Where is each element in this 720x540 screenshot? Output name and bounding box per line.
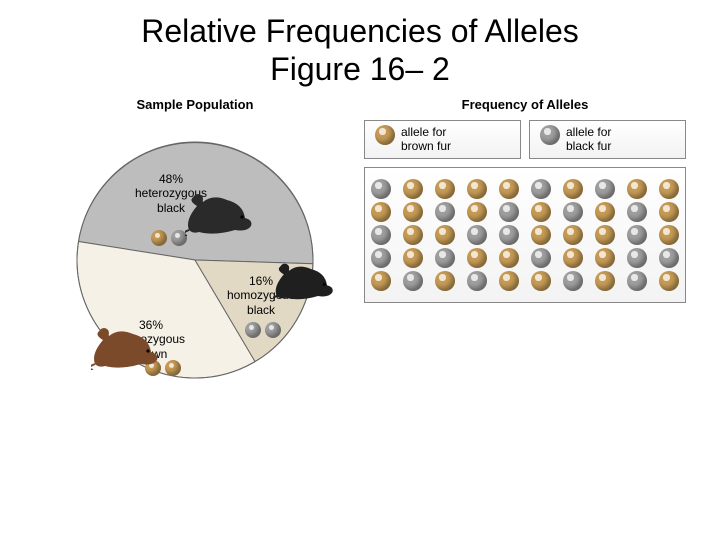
grid-row	[371, 248, 679, 268]
black-allele-icon	[499, 225, 519, 245]
black-allele-icon	[371, 179, 391, 199]
brown-allele-icon	[595, 271, 615, 291]
brown-allele-icon	[595, 225, 615, 245]
title-line2: Figure 16– 2	[270, 51, 450, 87]
right-heading: Frequency of Alleles	[360, 97, 690, 112]
grid-row	[371, 179, 679, 199]
allele-sphere-icon	[540, 125, 560, 145]
black-allele-icon	[371, 225, 391, 245]
brown-allele-icon	[499, 179, 519, 199]
legend-label: allele forblack fur	[566, 125, 611, 154]
brown-allele-icon	[371, 271, 391, 291]
black-allele-icon	[403, 271, 423, 291]
brown-allele-icon	[403, 248, 423, 268]
mouse-homo_black	[273, 260, 336, 301]
brown-allele-icon	[659, 202, 679, 222]
allele-grid	[364, 167, 686, 303]
brown-allele-icon	[531, 225, 551, 245]
brown-allele-icon	[627, 179, 647, 199]
black-allele-icon	[531, 179, 551, 199]
brown-allele-icon	[403, 179, 423, 199]
title-line1: Relative Frequencies of Alleles	[141, 13, 579, 49]
legend-item-black: allele forblack fur	[529, 120, 686, 159]
brown-allele-icon	[563, 248, 583, 268]
brown-allele-icon	[595, 202, 615, 222]
legend: allele forbrown fur allele forblack fur	[360, 120, 690, 167]
black-allele-icon	[499, 202, 519, 222]
allele-pair-hetero	[151, 230, 187, 246]
brown-allele-icon	[499, 271, 519, 291]
black-allele-icon	[627, 225, 647, 245]
legend-label: allele forbrown fur	[401, 125, 451, 154]
black-allele-icon	[627, 248, 647, 268]
allele-sphere-icon	[375, 125, 395, 145]
allele-pair-homo_black	[245, 322, 281, 338]
grid-row	[371, 271, 679, 291]
brown-allele-icon	[531, 202, 551, 222]
black-allele-icon	[435, 248, 455, 268]
grid-row	[371, 225, 679, 245]
brown-allele-icon	[435, 179, 455, 199]
black-allele-icon	[467, 271, 487, 291]
black-allele-icon	[371, 248, 391, 268]
brown-allele-icon	[467, 202, 487, 222]
brown-allele-icon	[435, 225, 455, 245]
black-allele-icon	[563, 202, 583, 222]
brown-allele-icon	[371, 202, 391, 222]
brown-allele-icon	[467, 179, 487, 199]
black-allele-icon	[659, 248, 679, 268]
black-allele-icon	[435, 202, 455, 222]
brown-allele-icon	[659, 179, 679, 199]
mouse-hetero	[185, 190, 255, 236]
legend-item-brown: allele forbrown fur	[364, 120, 521, 159]
brown-allele-icon	[467, 248, 487, 268]
brown-allele-icon	[403, 225, 423, 245]
brown-allele-icon	[563, 179, 583, 199]
pie-chart: 48%heterozygousblack36%homozygousbrown16…	[55, 120, 335, 400]
brown-allele-icon	[435, 271, 455, 291]
left-heading: Sample Population	[30, 97, 360, 112]
black-allele-icon	[627, 271, 647, 291]
black-allele-icon	[563, 271, 583, 291]
brown-allele-icon	[659, 271, 679, 291]
black-allele-icon	[627, 202, 647, 222]
grid-row	[371, 202, 679, 222]
black-allele-icon	[467, 225, 487, 245]
brown-allele-icon	[499, 248, 519, 268]
mouse-homo_brown	[91, 324, 161, 370]
brown-allele-icon	[403, 202, 423, 222]
black-allele-icon	[595, 179, 615, 199]
brown-allele-icon	[659, 225, 679, 245]
brown-allele-icon	[531, 271, 551, 291]
black-allele-icon	[531, 248, 551, 268]
brown-allele-icon	[595, 248, 615, 268]
brown-allele-icon	[563, 225, 583, 245]
